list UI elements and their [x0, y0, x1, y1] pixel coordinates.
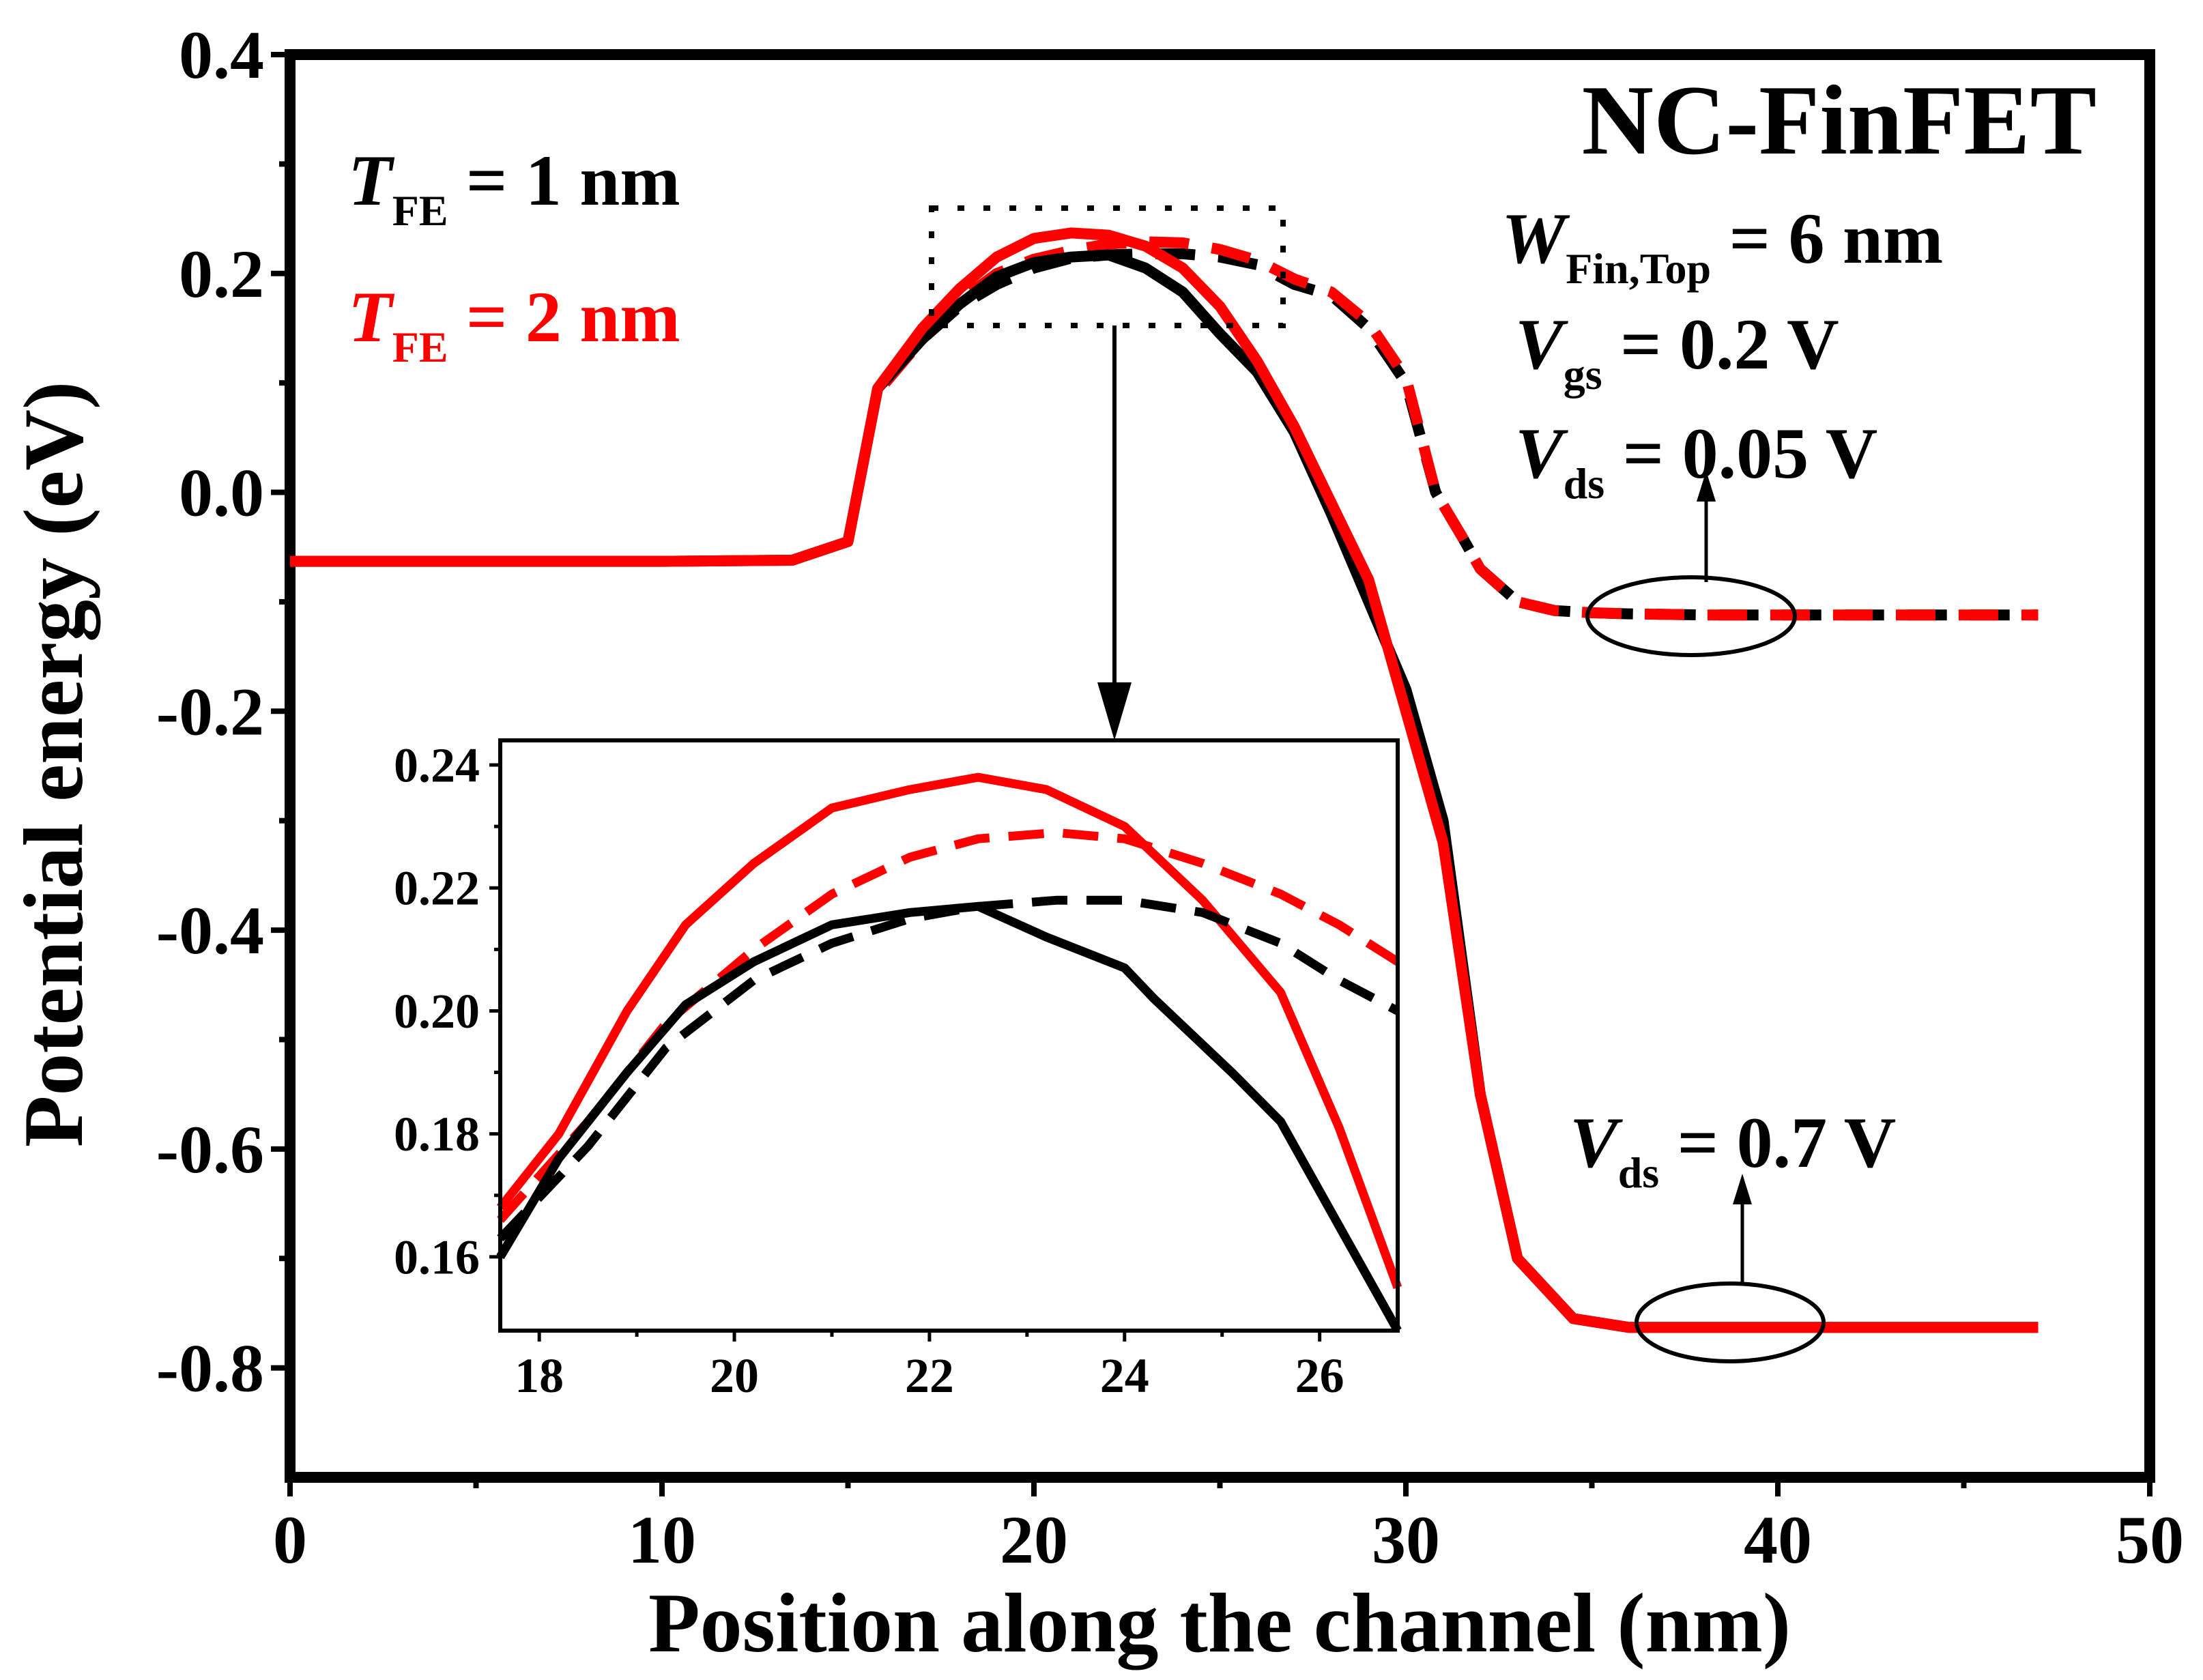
inset-background [500, 740, 1398, 1331]
y-tick-label: 0.20 [394, 984, 480, 1039]
y-axis-label: Potential energy (eV) [7, 381, 101, 1147]
inset-axis-ticks: 18 20 22 24 26 0.16 0.18 0.20 0.22 0.24 [394, 738, 1344, 1403]
x-tick-label: 30 [1372, 1502, 1440, 1578]
x-axis-label: Position along the channel (nm) [648, 1576, 1791, 1670]
inset-series-group [496, 772, 1402, 1333]
x-tick-label: 24 [1100, 1348, 1149, 1403]
y-tick-label: 0.24 [394, 738, 480, 793]
series-t-fe-2-nm-vds-0-7-v-line [290, 227, 2039, 1333]
y-tick-label: 0.0 [179, 455, 264, 531]
y-tick-label: -0.8 [156, 1331, 264, 1406]
zoom-arrow-head [1097, 682, 1132, 740]
wfin-label: WFin,Top = 6 nm [1501, 199, 1943, 293]
vds-low-arrow-head [1697, 471, 1716, 502]
series-t-fe-2-nm-vds-0-7-v-line [496, 772, 1402, 1290]
x-tick-label: 10 [628, 1502, 696, 1578]
x-tick-label: 26 [1295, 1348, 1344, 1403]
x-tick-label: 40 [1744, 1502, 1812, 1578]
y-tick-label: 0.22 [394, 861, 480, 916]
vds-high-ellipse [1635, 1281, 1826, 1363]
y-tick-label: 0.4 [179, 17, 264, 93]
vds-low-label: Vds = 0.05 V [1515, 414, 1877, 508]
x-tick-label: 20 [1000, 1502, 1068, 1578]
x-tick-label: 18 [515, 1348, 564, 1403]
y-tick-label: 0.16 [394, 1230, 480, 1284]
y-tick-label: 0.2 [179, 236, 264, 312]
vgs-label: Vgs = 0.2 V [1515, 304, 1839, 399]
main-series-group [290, 227, 2039, 1333]
x-tick-label: 22 [905, 1348, 954, 1403]
main-axis-ticks: 0 10 20 30 40 50 -0.8 -0.6 -0.4 -0.2 0.0 0.2 0.4 [156, 17, 2184, 1578]
series-t-fe-1-nm-vds-0-7-v-line [496, 901, 1402, 1333]
y-tick-label: -0.4 [156, 893, 264, 968]
x-tick-label: 0 [273, 1502, 307, 1578]
x-tick-label: 20 [710, 1348, 759, 1403]
y-tick-label: -0.2 [156, 674, 264, 749]
vds-high-label: Vds = 0.7 V [1570, 1103, 1896, 1197]
x-tick-label: 50 [2116, 1502, 2184, 1578]
series-t-fe-2-nm-vds-0-05-v-line [497, 828, 1400, 1223]
y-tick-label: 0.18 [394, 1107, 480, 1161]
legend-tfe-1nm: TFE = 1 nm [348, 141, 680, 235]
y-tick-label: -0.6 [156, 1112, 264, 1187]
vds-high-arrow-head [1733, 1174, 1752, 1204]
chart-title: NC-FinFET [1582, 65, 2097, 175]
inset-frame [498, 738, 1400, 1333]
legend-tfe-2nm: TFE = 2 nm [348, 277, 680, 371]
vds-low-ellipse [1585, 575, 1797, 657]
